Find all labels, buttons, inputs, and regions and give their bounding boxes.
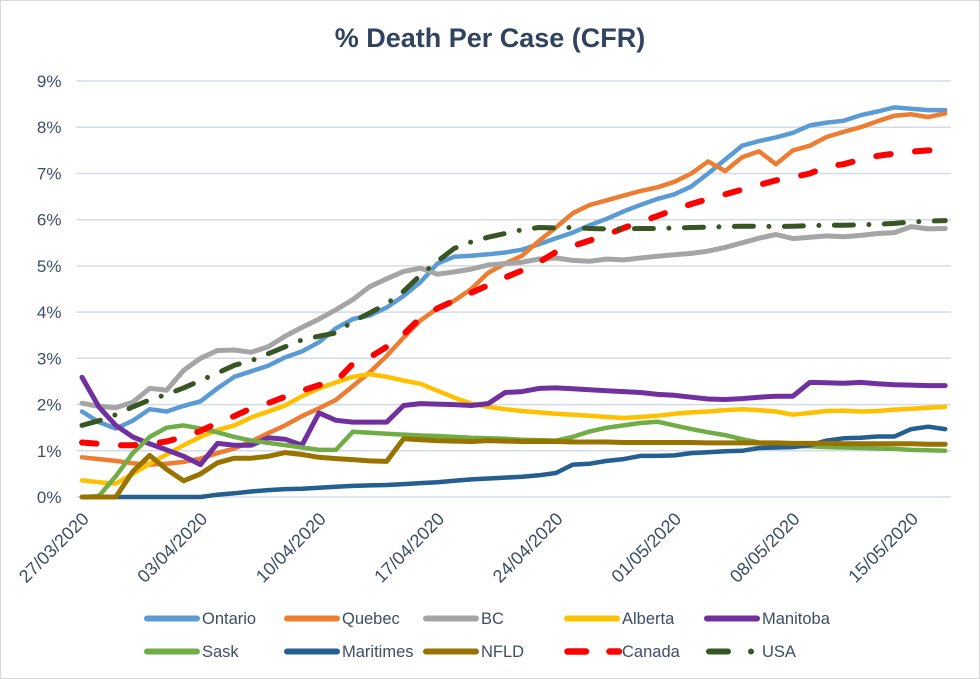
svg-text:0%: 0%	[37, 488, 62, 507]
svg-text:1%: 1%	[37, 442, 62, 461]
svg-text:7%: 7%	[37, 165, 62, 184]
svg-text:Quebec: Quebec	[342, 610, 400, 628]
svg-text:Sask: Sask	[202, 643, 239, 661]
svg-text:2%: 2%	[37, 396, 62, 415]
svg-text:5%: 5%	[37, 257, 62, 276]
svg-text:NFLD: NFLD	[481, 643, 524, 661]
svg-text:Maritimes: Maritimes	[342, 643, 414, 661]
svg-text:Alberta: Alberta	[622, 610, 675, 628]
svg-text:6%: 6%	[37, 211, 62, 230]
svg-text:Manitoba: Manitoba	[762, 610, 831, 628]
svg-text:3%: 3%	[37, 349, 62, 368]
svg-text:4%: 4%	[37, 303, 62, 322]
svg-text:Canada: Canada	[622, 643, 681, 661]
svg-text:USA: USA	[762, 643, 796, 661]
svg-text:9%: 9%	[37, 72, 62, 91]
svg-text:8%: 8%	[37, 118, 62, 137]
svg-text:Ontario: Ontario	[202, 610, 256, 628]
svg-text:BC: BC	[481, 610, 504, 628]
svg-text:% Death Per Case (CFR): % Death Per Case (CFR)	[335, 23, 646, 53]
